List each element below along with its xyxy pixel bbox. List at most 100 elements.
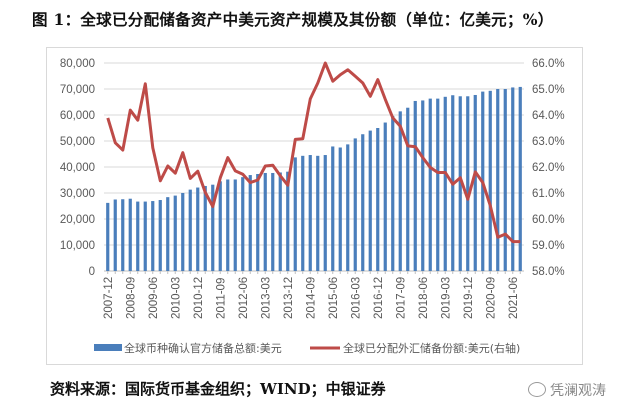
bar xyxy=(511,87,515,271)
bar xyxy=(466,96,470,271)
bar xyxy=(518,86,522,271)
bar xyxy=(181,193,185,271)
bar xyxy=(128,198,132,271)
legend-swatch-bar xyxy=(94,344,122,351)
bar xyxy=(338,147,342,271)
x-axis-tick: 2010-03 xyxy=(170,277,182,319)
bar xyxy=(398,111,402,271)
legend-label-bar: 全球币种确认官方储备总额:美元 xyxy=(124,341,282,355)
bar xyxy=(496,89,500,271)
bar xyxy=(428,98,432,272)
right-axis-tick: 62.0% xyxy=(532,162,565,174)
x-axis-tick: 2011-09 xyxy=(215,278,227,319)
bar xyxy=(166,197,170,271)
bar xyxy=(256,174,260,271)
bar xyxy=(443,96,447,271)
wechat-icon xyxy=(528,382,546,397)
bar xyxy=(361,134,365,271)
bar xyxy=(488,90,492,271)
x-axis-tick: 2018-06 xyxy=(418,277,430,319)
bar xyxy=(218,181,222,271)
bar xyxy=(346,144,350,271)
bar xyxy=(391,116,395,271)
left-axis-tick: 70,000 xyxy=(60,84,95,96)
left-axis-tick: 20,000 xyxy=(60,214,95,226)
x-axis-tick: 2009-06 xyxy=(148,277,160,319)
bar xyxy=(203,185,207,271)
bar xyxy=(331,146,335,271)
bar xyxy=(301,155,305,271)
bar xyxy=(248,175,252,271)
x-axis-tick: 2015-06 xyxy=(328,277,340,319)
bar xyxy=(458,96,462,271)
left-axis-tick: 30,000 xyxy=(60,188,95,200)
x-axis-tick: 2014-09 xyxy=(305,277,317,319)
bar xyxy=(263,172,267,271)
left-axis-tick: 50,000 xyxy=(60,136,95,148)
bar xyxy=(173,195,177,271)
x-axis-tick: 2017-09 xyxy=(395,277,407,319)
legend-label-line: 全球已分配外汇储备份额:美元(右轴) xyxy=(343,341,520,355)
watermark-text: 凭澜观涛 xyxy=(550,383,606,399)
x-axis-tick: 2016-12 xyxy=(373,277,385,319)
bar xyxy=(383,122,387,271)
right-axis-tick: 61.0% xyxy=(532,188,565,200)
bar xyxy=(211,184,215,271)
bar xyxy=(233,179,237,271)
bar xyxy=(226,179,230,271)
bar xyxy=(271,172,275,271)
left-axis-tick: 10,000 xyxy=(60,240,95,252)
bar xyxy=(188,189,192,271)
x-axis-tick: 2019-03 xyxy=(440,277,452,319)
x-axis-tick: 2013-12 xyxy=(283,277,295,319)
left-axis-tick: 0 xyxy=(89,266,95,278)
x-axis-tick: 2008-09 xyxy=(125,277,137,319)
bar xyxy=(278,172,282,271)
bar xyxy=(316,155,320,271)
bar xyxy=(143,201,147,271)
bar xyxy=(136,201,140,271)
right-axis-tick: 66.0% xyxy=(532,58,565,70)
x-axis-tick: 2010-12 xyxy=(193,277,205,319)
left-axis-tick: 80,000 xyxy=(60,58,95,70)
bar xyxy=(368,130,372,271)
right-axis-tick: 60.0% xyxy=(532,214,565,226)
bar xyxy=(323,155,327,271)
right-axis-tick: 65.0% xyxy=(532,84,565,96)
right-axis-tick: 59.0% xyxy=(532,240,565,252)
chart-frame xyxy=(46,47,583,365)
x-axis-tick: 2012-06 xyxy=(238,277,250,319)
bar xyxy=(241,177,245,271)
bar xyxy=(353,138,357,271)
bar xyxy=(121,199,125,271)
bar xyxy=(413,100,417,272)
bar xyxy=(106,202,110,271)
x-axis-tick: 2013-03 xyxy=(260,277,272,319)
source-note: 资料来源：国际货币基金组织；WIND；中银证券 xyxy=(50,380,386,398)
bar xyxy=(308,155,312,271)
left-axis-tick: 40,000 xyxy=(60,162,95,174)
x-axis-tick: 2021-06 xyxy=(508,277,520,319)
x-axis-tick: 2020-09 xyxy=(485,277,497,319)
watermark: 凭澜观涛 xyxy=(528,380,606,400)
share-line xyxy=(106,61,521,244)
bar xyxy=(196,187,200,271)
bar xyxy=(113,199,117,271)
right-axis-tick: 58.0% xyxy=(532,266,565,278)
figure-title: 图 1：全球已分配储备资产中美元资产规模及其份额（单位：亿美元；%） xyxy=(32,10,554,29)
bar xyxy=(503,89,507,271)
bar xyxy=(421,100,425,271)
bar xyxy=(286,171,290,271)
bar xyxy=(473,94,477,271)
x-axis-tick: 2016-03 xyxy=(350,277,362,319)
bar xyxy=(436,98,440,272)
bar xyxy=(376,128,380,271)
x-axis-tick: 2007-12 xyxy=(103,277,115,319)
bar xyxy=(406,107,410,271)
right-axis-tick: 64.0% xyxy=(532,110,565,122)
bar xyxy=(293,157,297,271)
bar xyxy=(151,201,155,271)
right-axis-tick: 63.0% xyxy=(532,136,565,148)
x-axis-tick: 2019-12 xyxy=(463,277,475,319)
